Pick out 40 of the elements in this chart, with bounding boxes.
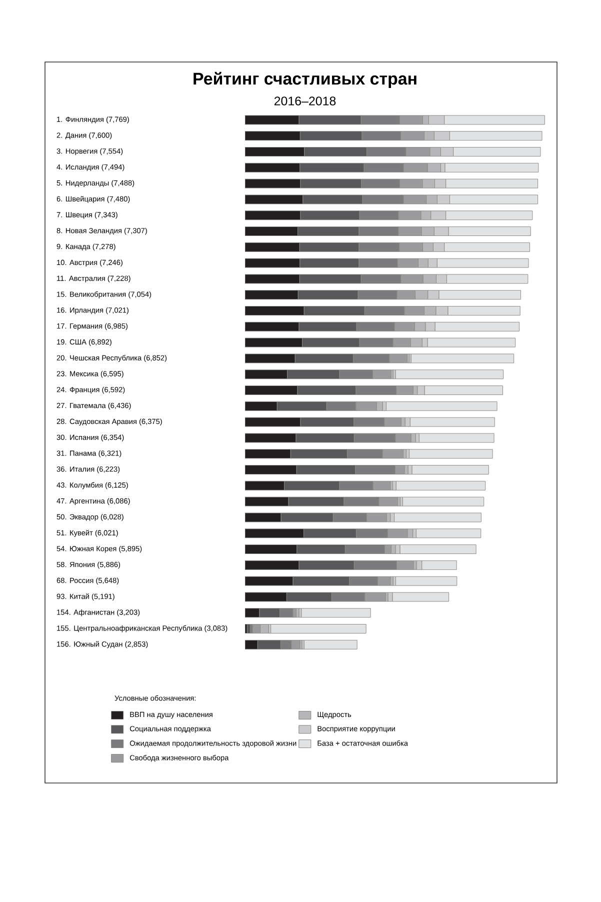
bar — [245, 449, 291, 459]
bar — [410, 354, 514, 364]
bar — [245, 131, 300, 141]
bar — [408, 449, 493, 459]
bar — [245, 370, 288, 380]
chart-title: Рейтинг счастливых стран — [194, 72, 416, 88]
bar — [245, 544, 298, 554]
bar — [301, 608, 371, 618]
bar — [245, 306, 304, 316]
bar — [245, 480, 285, 490]
bar — [444, 162, 539, 172]
bar — [270, 624, 366, 634]
bar — [245, 401, 278, 411]
bar — [412, 465, 489, 475]
bar — [245, 162, 300, 172]
bar — [245, 560, 300, 570]
bar — [386, 401, 498, 411]
bar — [245, 242, 300, 252]
bar — [392, 592, 450, 602]
bar — [304, 640, 358, 650]
bar — [402, 496, 484, 506]
bar — [245, 290, 298, 300]
bar — [396, 480, 486, 490]
bar — [245, 465, 297, 475]
bar — [396, 576, 458, 586]
bar — [245, 322, 300, 332]
bar — [394, 512, 482, 522]
bar — [245, 210, 301, 220]
chart-subtitle: 2016–2018 — [274, 96, 336, 106]
bar — [400, 544, 476, 554]
bar — [245, 528, 304, 538]
bar — [410, 417, 495, 427]
bar — [416, 528, 482, 538]
bar — [245, 640, 258, 650]
bar — [395, 370, 504, 380]
bar — [245, 147, 305, 156]
bar — [296, 608, 300, 618]
bar — [245, 226, 298, 236]
bar — [418, 433, 494, 443]
bar — [245, 386, 298, 395]
